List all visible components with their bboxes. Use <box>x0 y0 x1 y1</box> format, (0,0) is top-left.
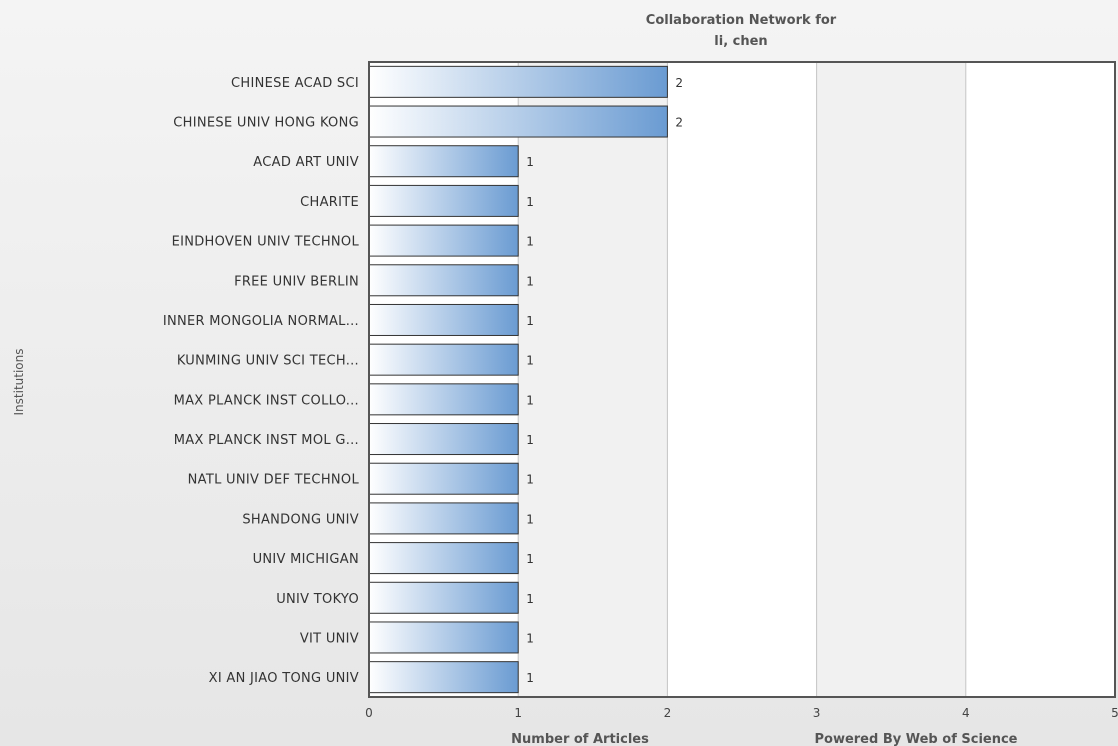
category-label: FREE UNIV BERLIN <box>234 274 359 289</box>
category-label: EINDHOVEN UNIV TECHNOL <box>172 235 360 250</box>
category-label: VIT UNIV <box>300 631 359 646</box>
data-label: 2 <box>675 76 683 90</box>
bar[interactable] <box>368 542 519 575</box>
data-label: 1 <box>526 155 534 169</box>
data-label: 1 <box>526 314 534 328</box>
bar[interactable] <box>368 343 519 376</box>
category-label: CHINESE UNIV HONG KONG <box>173 116 359 131</box>
x-tick-label: 5 <box>1111 706 1118 720</box>
bar[interactable] <box>368 303 519 336</box>
data-label: 1 <box>526 473 534 487</box>
category-label: UNIV MICHIGAN <box>253 552 359 567</box>
y-axis-title: Institutions <box>12 349 26 416</box>
bar[interactable] <box>368 264 519 297</box>
category-label: UNIV TOKYO <box>276 592 359 607</box>
data-labels: 2 2 1 1 1 1 1 1 1 1 1 1 1 1 1 1 <box>526 76 683 685</box>
bar[interactable] <box>368 383 519 416</box>
x-tick-label: 2 <box>664 706 672 720</box>
plot-band <box>518 62 668 697</box>
category-label: MAX PLANCK INST MOL G... <box>174 433 359 448</box>
bar[interactable] <box>368 65 668 98</box>
data-label: 1 <box>526 592 534 606</box>
data-label: 1 <box>526 195 534 209</box>
bar[interactable] <box>368 224 519 257</box>
chart-title-line-2: li, chen <box>714 34 767 49</box>
category-labels: CHINESE ACAD SCI CHINESE UNIV HONG KONG AC… <box>163 76 360 686</box>
plot-border <box>368 61 1116 698</box>
plot-frame <box>368 61 1116 698</box>
data-label: 1 <box>526 274 534 288</box>
bar[interactable] <box>368 462 519 495</box>
x-tick-label: 3 <box>813 706 821 720</box>
data-label: 1 <box>526 354 534 368</box>
category-label: CHINESE ACAD SCI <box>231 76 359 91</box>
category-label: MAX PLANCK INST COLLO... <box>174 393 359 408</box>
category-label: NATL UNIV DEF TECHNOL <box>188 473 360 488</box>
bar[interactable] <box>368 184 519 217</box>
credit-text: Powered By Web of Science <box>814 732 1017 746</box>
data-label: 1 <box>526 552 534 566</box>
data-label: 1 <box>526 235 534 249</box>
x-tick-labels: 0 1 2 3 4 5 <box>365 706 1118 720</box>
x-tick-label: 0 <box>365 706 373 720</box>
bar[interactable] <box>368 423 519 456</box>
category-label: INNER MONGOLIA NORMAL... <box>163 314 359 329</box>
data-label: 1 <box>526 631 534 645</box>
category-label: CHARITE <box>300 195 359 210</box>
bar[interactable] <box>368 661 519 694</box>
data-label: 1 <box>526 433 534 447</box>
x-tick-label: 4 <box>962 706 970 720</box>
data-label: 1 <box>526 393 534 407</box>
bar[interactable] <box>368 581 519 614</box>
bar[interactable] <box>368 621 519 654</box>
x-tick-label: 1 <box>514 706 522 720</box>
category-label: SHANDONG UNIV <box>242 512 359 527</box>
category-label: KUNMING UNIV SCI TECH... <box>177 354 359 369</box>
plot-band <box>816 62 966 697</box>
category-label: XI AN JIAO TONG UNIV <box>209 671 359 686</box>
bar[interactable] <box>368 105 668 138</box>
data-label: 1 <box>526 671 534 685</box>
bars-group <box>368 65 668 694</box>
data-label: 2 <box>675 116 683 130</box>
data-label: 1 <box>526 512 534 526</box>
x-axis-title: Number of Articles <box>511 732 649 746</box>
bar[interactable] <box>368 145 519 178</box>
category-label: ACAD ART UNIV <box>253 155 359 170</box>
chart-title-line-1: Collaboration Network for <box>646 13 837 28</box>
bar[interactable] <box>368 502 519 535</box>
